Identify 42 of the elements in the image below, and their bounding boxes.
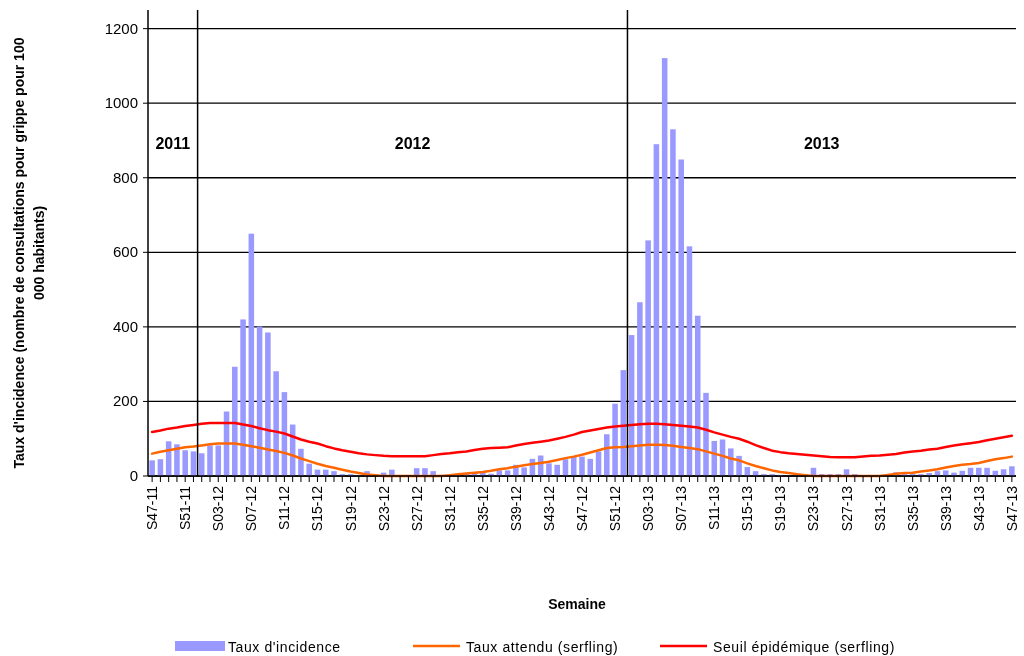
y-tick-label: 1000 <box>104 94 138 112</box>
x-tick-label: S03-12 <box>210 485 227 532</box>
y-tick-label: 200 <box>112 392 138 410</box>
x-tick-label: S07-13 <box>673 485 690 532</box>
x-tick-label: S31-13 <box>871 485 888 532</box>
x-tick-label: S03-13 <box>640 485 657 532</box>
x-tick-label: S51-11 <box>177 485 194 531</box>
x-tick-label: S27-13 <box>838 485 855 532</box>
x-tick-label: S23-13 <box>805 485 822 532</box>
x-tick-label: S47-12 <box>574 485 590 532</box>
x-tick-label: S11-12 <box>276 485 293 531</box>
y-tick-label: 1200 <box>104 19 138 37</box>
x-tick-label: S47-13 <box>1003 485 1020 532</box>
x-tick-label: S19-12 <box>342 485 359 532</box>
x-tick-label: S39-12 <box>507 485 524 532</box>
legend-label: Seuil épidémique (serfling) <box>713 639 895 655</box>
annotation: 2013 <box>803 135 840 152</box>
y-tick-label: 400 <box>112 317 138 335</box>
y-axis-title: Taux d'incidence (nombre de consultations pour grippe pour 100 000 habitants) <box>11 37 47 469</box>
x-tick-label: S19-13 <box>772 485 789 532</box>
annotation: 2012 <box>394 135 431 152</box>
x-tick-label: S51-12 <box>607 485 624 532</box>
x-tick-label: S07-12 <box>243 485 260 532</box>
x-tick-label: S23-12 <box>375 485 392 532</box>
annotation: 2011 <box>155 135 191 152</box>
x-tick-label: S11-13 <box>706 485 723 531</box>
legend-label: Taux d'incidence <box>228 639 341 655</box>
x-tick-label: S35-12 <box>474 485 491 532</box>
x-tick-label: S15-13 <box>739 485 756 532</box>
x-tick-label: S43-12 <box>540 485 557 532</box>
x-axis-title: Semaine <box>548 596 606 612</box>
y-tick-label: 0 <box>129 467 138 484</box>
y-tick-label: 800 <box>112 168 138 186</box>
x-tick-label: S35-13 <box>904 485 921 532</box>
x-tick-label: S47-11 <box>144 485 161 531</box>
x-tick-label: S27-12 <box>408 485 425 532</box>
x-tick-label: S15-12 <box>309 485 326 532</box>
x-tick-label: S39-13 <box>937 485 954 532</box>
x-tick-label: S43-13 <box>970 485 987 532</box>
legend-label: Taux attendu (serfling) <box>466 639 619 655</box>
x-tick-label: S31-12 <box>441 485 458 532</box>
y-tick-label: 600 <box>112 243 138 261</box>
